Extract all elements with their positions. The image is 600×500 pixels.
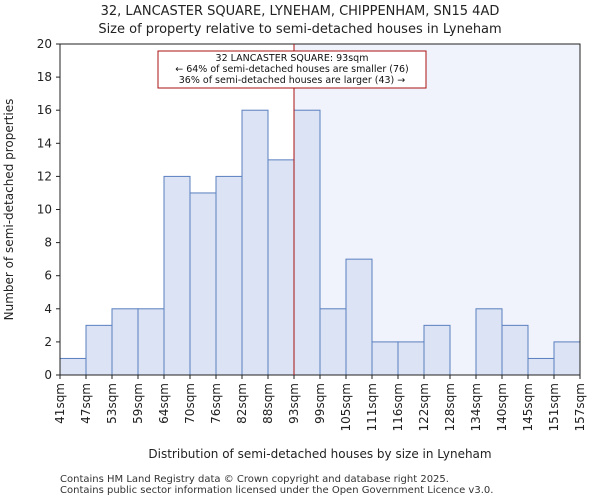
annotation-line-3: 36% of semi-detached houses are larger (… [179, 75, 406, 86]
bar [397, 341, 425, 376]
y-tick-label: 12 [37, 169, 52, 183]
bar [85, 324, 113, 376]
x-tick-label: 128sqm [443, 383, 457, 431]
bar [345, 258, 373, 376]
x-tick-label: 134sqm [469, 383, 483, 431]
bar [267, 159, 295, 376]
y-tick-label: 14 [37, 136, 52, 150]
bar [553, 341, 581, 376]
x-tick-label: 151sqm [547, 383, 561, 431]
bar [293, 109, 321, 376]
chart-title: 32, LANCASTER SQUARE, LYNEHAM, CHIPPENHA… [100, 4, 500, 19]
x-tick-label: 99sqm [313, 383, 327, 424]
y-tick-label: 10 [37, 203, 52, 217]
annotation-line-1: 32 LANCASTER SQUARE: 93sqm [216, 53, 369, 64]
footer-line-2: Contains public sector information licen… [60, 485, 494, 496]
bar [189, 192, 217, 376]
bar [501, 324, 529, 376]
bar [163, 175, 191, 376]
x-tick-label: 105sqm [339, 383, 353, 431]
y-tick-label: 8 [44, 236, 52, 250]
y-tick-label: 2 [44, 335, 52, 349]
x-tick-label: 111sqm [365, 383, 379, 431]
x-tick-label: 64sqm [157, 383, 171, 424]
bar [371, 341, 399, 376]
x-tick-label: 47sqm [79, 383, 93, 424]
y-tick-label: 0 [44, 368, 52, 382]
annotation-line-2: ← 64% of semi-detached houses are smalle… [175, 64, 409, 75]
chart-subtitle: Size of property relative to semi-detach… [98, 22, 502, 37]
x-tick-label: 82sqm [235, 383, 249, 424]
x-tick-label: 145sqm [521, 383, 535, 431]
x-tick-label: 116sqm [391, 383, 405, 431]
bar [59, 357, 87, 376]
x-tick-label: 59sqm [131, 383, 145, 424]
bar [527, 357, 555, 376]
x-axis-label: Distribution of semi-detached houses by … [148, 447, 491, 461]
x-tick-label: 157sqm [573, 383, 587, 431]
y-tick-label: 4 [44, 302, 52, 316]
y-tick-label: 6 [44, 269, 52, 283]
x-tick-label: 70sqm [183, 383, 197, 424]
x-tick-label: 140sqm [495, 383, 509, 431]
x-tick-label: 122sqm [417, 383, 431, 431]
bar [319, 308, 347, 376]
bar [215, 175, 243, 376]
y-tick-label: 20 [37, 37, 52, 51]
annotation-box [157, 50, 427, 89]
bar [423, 324, 451, 376]
bar [241, 109, 269, 376]
y-tick-label: 18 [37, 70, 52, 84]
bar [475, 308, 503, 376]
y-tick-label: 16 [37, 103, 52, 117]
bar [137, 308, 165, 376]
x-tick-label: 88sqm [261, 383, 275, 424]
x-tick-label: 76sqm [209, 383, 223, 424]
footer-line-1: Contains HM Land Registry data © Crown c… [60, 474, 449, 485]
y-axis-label: Number of semi-detached properties [2, 99, 16, 321]
x-tick-label: 41sqm [53, 383, 67, 424]
x-tick-label: 53sqm [105, 383, 119, 424]
bar [111, 308, 139, 376]
x-tick-label: 93sqm [287, 383, 301, 424]
